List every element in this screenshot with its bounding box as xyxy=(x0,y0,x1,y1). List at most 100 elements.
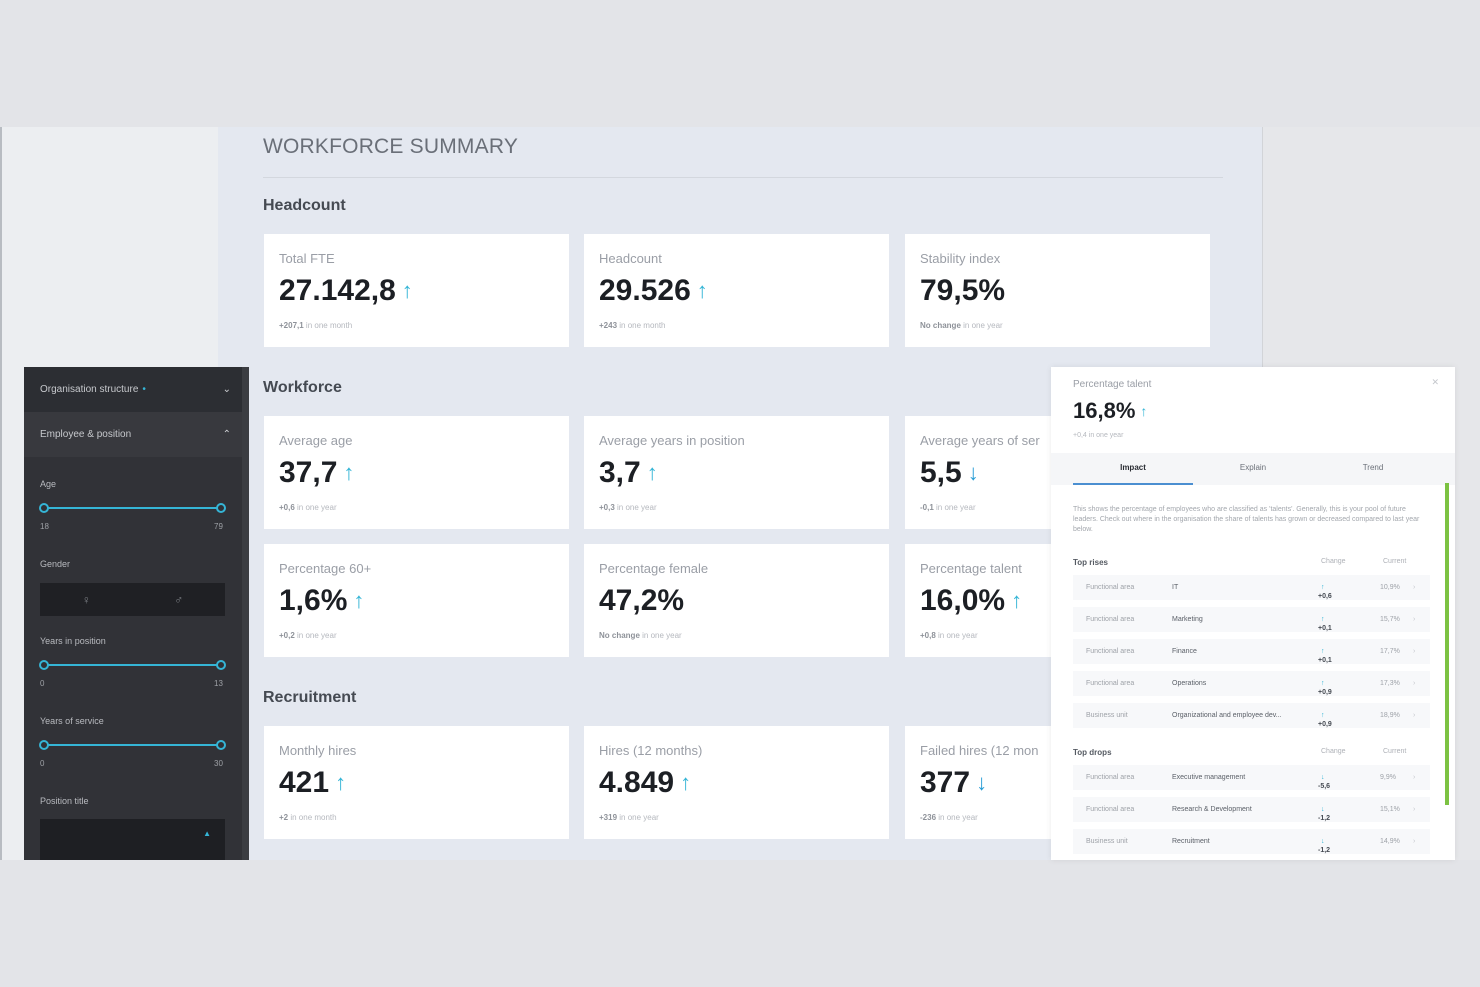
kpi-change-value: +0,8 xyxy=(920,631,936,640)
kpi-change-period: in one year xyxy=(614,503,657,512)
slider-max-handle[interactable] xyxy=(216,660,226,670)
kpi-value-text: 79,5% xyxy=(920,274,1006,307)
years-of-service-max-value: 30 xyxy=(214,759,223,768)
kpi-change: +0,8 in one year xyxy=(920,631,978,640)
years-of-service-slider[interactable] xyxy=(39,740,226,750)
kpi-change-period: in one month xyxy=(288,813,337,822)
chevron-right-icon: › xyxy=(1413,806,1416,813)
kpi-change: +243 in one month xyxy=(599,321,666,330)
table-row[interactable]: Functional area Marketing +0,1 ↑ 15,7% › xyxy=(1073,607,1430,632)
kpi-change-period: in one year xyxy=(617,813,659,822)
row-change-value: +0,6 xyxy=(1318,593,1332,600)
tab-explain[interactable]: Explain xyxy=(1239,463,1267,472)
row-current: 17,7% xyxy=(1380,648,1400,655)
kpi-label: Average age xyxy=(279,433,353,448)
kpi-card-percentage-female[interactable]: Percentage female 47,2% No change in one y… xyxy=(584,544,889,657)
table-row[interactable]: Functional area Executive management -5,6 ↓… xyxy=(1073,765,1430,790)
kpi-change: +319 in one year xyxy=(599,813,659,822)
slider-max-handle[interactable] xyxy=(216,503,226,513)
kpi-change: -236 in one year xyxy=(920,813,978,822)
section-title-workforce: Workforce xyxy=(263,379,342,396)
table-row[interactable]: Functional area Finance +0,1 ↑ 17,7% › xyxy=(1073,639,1430,664)
row-change: -1,2 ↓ xyxy=(1318,806,1330,822)
row-name: Executive management xyxy=(1172,774,1246,781)
row-type: Functional area xyxy=(1086,774,1135,781)
kpi-value: 47,2% xyxy=(599,584,684,618)
close-icon[interactable]: ✕ xyxy=(1431,377,1439,387)
caret-up-icon: ▲ xyxy=(203,829,211,838)
kpi-card-monthly-hires[interactable]: Monthly hires 421 ↑ +2 in one month xyxy=(264,726,569,839)
kpi-card-average-age[interactable]: Average age 37,7 ↑ +0,6 in one year xyxy=(264,416,569,529)
row-type: Business unit xyxy=(1086,712,1128,719)
row-change: +0,6 ↑ xyxy=(1318,584,1332,600)
section-title-headcount: Headcount xyxy=(263,197,346,214)
popup-metric-label: Percentage talent xyxy=(1073,379,1152,390)
impact-description: This shows the percentage of employees w… xyxy=(1073,506,1420,533)
filter-group-organisation-structure[interactable]: Organisation structure • ⌄ xyxy=(24,367,249,412)
section-title-recruitment: Recruitment xyxy=(263,689,357,706)
top-rises-title: Top rises xyxy=(1073,558,1108,567)
table-row[interactable]: Business unit Recruitment -1,2 ↓ 14,9% › xyxy=(1073,829,1430,854)
kpi-value: 1,6% ↑ xyxy=(279,584,364,618)
female-icon[interactable]: ♀ xyxy=(81,592,91,607)
filter-group-employee-position[interactable]: Employee & position ⌃ xyxy=(24,412,249,457)
table-row[interactable]: Functional area Research & Development -1,… xyxy=(1073,797,1430,822)
row-name: Operations xyxy=(1172,680,1207,687)
row-type: Functional area xyxy=(1086,584,1135,591)
chevron-right-icon: › xyxy=(1413,648,1416,655)
slider-min-handle[interactable] xyxy=(39,740,49,750)
gender-filter-label: Gender xyxy=(40,559,71,569)
table-row[interactable]: Business unit Organizational and employee… xyxy=(1073,703,1430,728)
chevron-right-icon: › xyxy=(1413,680,1416,687)
kpi-value-text: 16,0% xyxy=(920,584,1006,617)
kpi-value-text: 5,5 xyxy=(920,456,962,489)
kpi-change: +2 in one month xyxy=(279,813,337,822)
kpi-card-stability-index[interactable]: Stability index 79,5% No change in one yea… xyxy=(905,234,1210,347)
years-in-position-min-value: 0 xyxy=(40,679,45,688)
slider-min-handle[interactable] xyxy=(39,503,49,513)
male-icon[interactable]: ♂ xyxy=(174,592,184,607)
tab-impact[interactable]: Impact xyxy=(1073,453,1193,485)
years-in-position-slider[interactable] xyxy=(39,660,226,670)
arrow-up-icon: ↑ xyxy=(335,770,347,795)
row-name: Marketing xyxy=(1172,616,1203,623)
kpi-label: Headcount xyxy=(599,251,662,266)
top-drops-title: Top drops xyxy=(1073,748,1112,757)
kpi-change-period: in one year xyxy=(294,631,337,640)
slider-max-handle[interactable] xyxy=(216,740,226,750)
kpi-change-value: No change xyxy=(920,321,961,330)
kpi-label: Total FTE xyxy=(279,251,335,266)
kpi-change-period: in one month xyxy=(617,321,666,330)
kpi-card-hires-12-months[interactable]: Hires (12 months) 4.849 ↑ +319 in one year xyxy=(584,726,889,839)
kpi-value: 5,5 ↓ xyxy=(920,456,979,490)
row-type: Business unit xyxy=(1086,838,1128,845)
kpi-change: +0,3 in one year xyxy=(599,503,657,512)
row-current: 10,9% xyxy=(1380,584,1400,591)
slider-min-handle[interactable] xyxy=(39,660,49,670)
kpi-label: Percentage 60+ xyxy=(279,561,372,576)
table-row[interactable]: Functional area IT +0,6 ↑ 10,9% › xyxy=(1073,575,1430,600)
column-current-header: Current xyxy=(1383,748,1407,755)
kpi-change-period: in one year xyxy=(960,321,1003,330)
position-title-select[interactable]: ▲ xyxy=(40,819,225,860)
kpi-card-percentage-60-plus[interactable]: Percentage 60+ 1,6% ↑ +0,2 in one year xyxy=(264,544,569,657)
kpi-card-average-years-in-position[interactable]: Average years in position 3,7 ↑ +0,3 in one… xyxy=(584,416,889,529)
row-name: Finance xyxy=(1172,648,1197,655)
kpi-value-text: 3,7 xyxy=(599,456,641,489)
kpi-card-headcount[interactable]: Headcount 29.526 ↑ +243 in one month xyxy=(584,234,889,347)
row-current: 15,1% xyxy=(1380,806,1400,813)
filter-group-body xyxy=(24,457,249,860)
kpi-card-total-fte[interactable]: Total FTE 27.142,8 ↑ +207,1 in one month xyxy=(264,234,569,347)
tab-trend[interactable]: Trend xyxy=(1362,463,1384,472)
kpi-change-period: in one year xyxy=(933,503,976,512)
age-range-slider[interactable] xyxy=(39,503,226,513)
years-of-service-min-value: 0 xyxy=(40,759,45,768)
scroll-indicator[interactable] xyxy=(1445,483,1449,805)
arrow-up-icon: ↑ xyxy=(1321,584,1325,591)
table-row[interactable]: Functional area Operations +0,9 ↑ 17,3% › xyxy=(1073,671,1430,696)
kpi-change: +0,6 in one year xyxy=(279,503,337,512)
arrow-up-icon: ↑ xyxy=(1321,680,1325,687)
row-name: Research & Development xyxy=(1172,806,1252,813)
filter-scrollbar[interactable] xyxy=(242,367,249,860)
arrow-down-icon: ↓ xyxy=(1321,806,1325,813)
